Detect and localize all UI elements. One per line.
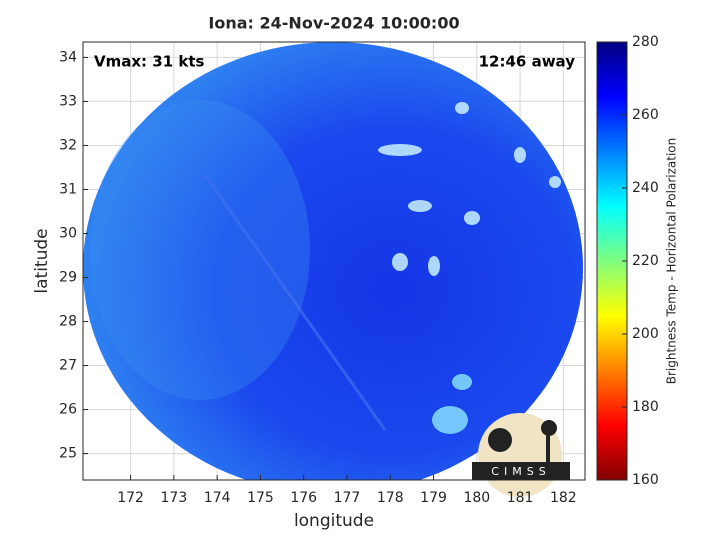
x-tick-label: 176 xyxy=(290,490,317,506)
x-tick-label: 178 xyxy=(377,490,404,506)
x-axis-label: longitude xyxy=(294,511,374,531)
chart-title: Iona: 24-Nov-2024 10:00:00 xyxy=(208,14,459,33)
y-tick-label: 28 xyxy=(59,314,77,330)
logo-text: CIMSS xyxy=(491,465,550,478)
x-tick-label: 181 xyxy=(507,490,534,506)
satellite-image xyxy=(83,42,583,480)
y-tick-label: 29 xyxy=(59,270,77,286)
y-axis-label: latitude xyxy=(32,228,52,293)
x-tick-label: 173 xyxy=(161,490,188,506)
annotation: Vmax: 31 kts xyxy=(94,53,204,71)
y-tick-label: 33 xyxy=(59,93,77,109)
x-tick-label: 177 xyxy=(334,490,361,506)
logo: CIMSS xyxy=(472,413,570,497)
colorbar-tick-label: 260 xyxy=(632,107,659,123)
colorbar-tick-label: 280 xyxy=(632,34,659,50)
colorbar-label: Brightness Temp - Horizontal Polarizatio… xyxy=(665,138,679,385)
annotation: 12:46 away xyxy=(479,53,576,71)
x-tick-label: 175 xyxy=(247,490,274,506)
y-tick-label: 30 xyxy=(59,225,77,241)
y-tick-label: 25 xyxy=(59,446,77,462)
x-tick-label: 179 xyxy=(420,490,447,506)
x-tick-label: 174 xyxy=(204,490,231,506)
y-tick-label: 32 xyxy=(59,137,77,153)
colorbar-tick-label: 180 xyxy=(632,399,659,415)
colorbar-tick-label: 240 xyxy=(632,180,659,196)
y-tick-label: 27 xyxy=(59,358,77,374)
colorbar-tick-label: 220 xyxy=(632,253,659,269)
x-tick-label: 172 xyxy=(117,490,144,506)
colorbar-tick-label: 160 xyxy=(632,472,659,488)
y-tick-label: 31 xyxy=(59,181,77,197)
colorbar-tick-label: 200 xyxy=(632,326,659,342)
plot-frame xyxy=(82,41,586,481)
y-tick-label: 26 xyxy=(59,402,77,418)
x-tick-label: 180 xyxy=(463,490,490,506)
y-tick-label: 34 xyxy=(59,49,77,65)
x-tick-label: 182 xyxy=(550,490,577,506)
